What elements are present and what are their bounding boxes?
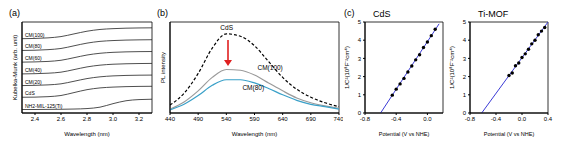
svg-text:-0.8: -0.8 <box>360 116 371 122</box>
svg-text:1: 1 <box>463 92 467 98</box>
svg-text:440: 440 <box>165 116 176 122</box>
svg-text:CM(80): CM(80) <box>25 43 42 49</box>
svg-text:740: 740 <box>333 116 343 122</box>
svg-text:Potential (V vs NHE): Potential (V vs NHE) <box>379 131 430 137</box>
svg-text:3: 3 <box>463 56 467 62</box>
svg-text:Potential (V vs NHE): Potential (V vs NHE) <box>484 131 535 137</box>
svg-text:2: 2 <box>463 74 467 80</box>
svg-text:5: 5 <box>463 19 467 25</box>
svg-text:-0.4: -0.4 <box>491 116 502 122</box>
svg-text:2.4: 2.4 <box>31 116 40 122</box>
svg-text:Kubelka-Munk (arb. unit): Kubelka-Munk (arb. unit) <box>12 35 18 101</box>
svg-text:Wavelength (nm): Wavelength (nm) <box>64 131 109 137</box>
html-text:CdS: CdS <box>373 9 391 19</box>
svg-text:NH2-MIL-125(Ti): NH2-MIL-125(Ti) <box>25 103 63 109</box>
svg-text:CM(100): CM(100) <box>25 32 45 38</box>
svg-text:-0.4: -0.4 <box>391 116 402 122</box>
svg-text:590: 590 <box>249 116 260 122</box>
svg-text:0.0: 0.0 <box>423 116 432 122</box>
svg-text:4: 4 <box>358 37 362 43</box>
svg-text:CM(40): CM(40) <box>25 67 42 73</box>
svg-text:0: 0 <box>463 110 467 116</box>
svg-text:0.4: 0.4 <box>544 116 553 122</box>
svg-text:540: 540 <box>221 116 232 122</box>
html-text:(b): (b) <box>157 8 168 18</box>
svg-text:CM(60): CM(60) <box>25 55 42 61</box>
svg-text:2: 2 <box>358 74 362 80</box>
svg-text:CdS: CdS <box>25 90 35 96</box>
html-text:Ti-MOF: Ti-MOF <box>478 9 509 19</box>
svg-text:640: 640 <box>278 116 289 122</box>
svg-text:CM(20): CM(20) <box>25 79 42 85</box>
svg-text:5: 5 <box>358 19 362 25</box>
svg-text:-0.8: -0.8 <box>465 116 476 122</box>
svg-text:3.2: 3.2 <box>135 116 144 122</box>
svg-text:CM(100): CM(100) <box>258 64 283 72</box>
svg-text:1/C²(10⁸F⁻²cm⁴): 1/C²(10⁸F⁻²cm⁴) <box>449 46 455 89</box>
svg-text:3: 3 <box>358 56 362 62</box>
svg-text:1: 1 <box>358 92 362 98</box>
html-text:(a): (a) <box>9 8 20 18</box>
svg-text:PL intensity: PL intensity <box>160 52 166 83</box>
svg-text:0.0: 0.0 <box>518 116 527 122</box>
svg-text:490: 490 <box>193 116 204 122</box>
svg-text:Wavelength (nm): Wavelength (nm) <box>232 131 277 137</box>
svg-text:3.0: 3.0 <box>109 116 118 122</box>
svg-text:2.8: 2.8 <box>83 116 92 122</box>
svg-text:690: 690 <box>306 116 317 122</box>
html-text:(c): (c) <box>344 8 355 18</box>
svg-text:2.6: 2.6 <box>57 116 66 122</box>
svg-text:1/C²(10⁸F⁻²cm⁴): 1/C²(10⁸F⁻²cm⁴) <box>344 46 350 89</box>
svg-text:CdS: CdS <box>220 24 233 31</box>
svg-text:0: 0 <box>358 110 362 116</box>
svg-text:CM(80): CM(80) <box>242 84 264 92</box>
svg-text:4: 4 <box>463 37 467 43</box>
